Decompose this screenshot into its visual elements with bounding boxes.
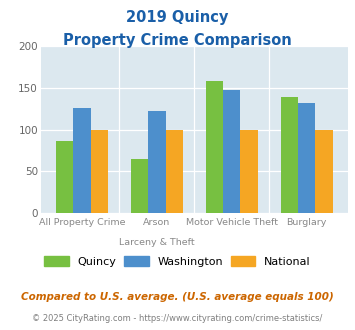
Text: 2019 Quincy: 2019 Quincy [126, 10, 229, 25]
Bar [56, 141, 73, 213]
Bar [223, 90, 240, 213]
Text: Motor Vehicle Theft: Motor Vehicle Theft [186, 218, 278, 227]
Text: Arson: Arson [143, 218, 170, 227]
Text: Property Crime Comparison: Property Crime Comparison [63, 33, 292, 48]
Text: Larceny & Theft: Larceny & Theft [119, 238, 195, 247]
Bar [206, 81, 223, 213]
Bar [298, 103, 315, 213]
Bar [148, 111, 165, 213]
Bar [240, 129, 258, 213]
Bar [73, 108, 91, 213]
Text: All Property Crime: All Property Crime [39, 218, 125, 227]
Bar [165, 129, 183, 213]
Bar [315, 129, 333, 213]
Text: Compared to U.S. average. (U.S. average equals 100): Compared to U.S. average. (U.S. average … [21, 292, 334, 302]
Bar [281, 97, 298, 213]
Text: Burglary: Burglary [286, 218, 327, 227]
Bar [131, 159, 148, 213]
Text: © 2025 CityRating.com - https://www.cityrating.com/crime-statistics/: © 2025 CityRating.com - https://www.city… [32, 314, 323, 323]
Legend: Quincy, Washington, National: Quincy, Washington, National [44, 255, 311, 267]
Bar [91, 129, 108, 213]
